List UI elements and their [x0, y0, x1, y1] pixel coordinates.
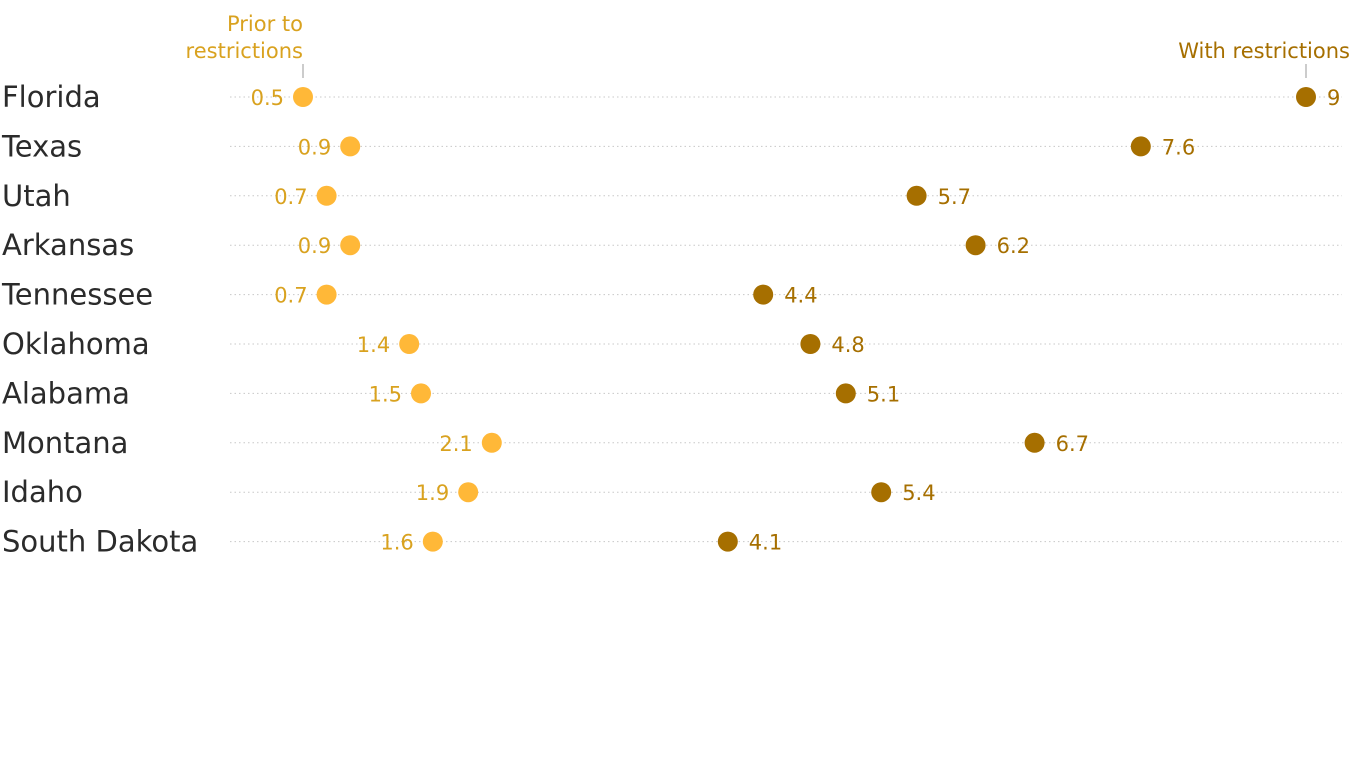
prior-value-label: 1.9	[416, 481, 449, 505]
prior-dot	[293, 87, 313, 107]
with-dot	[835, 383, 856, 404]
with-dot	[800, 334, 821, 354]
with-value-label: 5.1	[867, 382, 900, 406]
legend-prior-line1: Prior to	[227, 12, 303, 36]
with-dot	[717, 531, 738, 552]
state-label: Montana	[2, 426, 128, 460]
row-south-dakota: South Dakota 1.6 4.1	[2, 525, 782, 559]
with-value-label: 4.8	[831, 333, 864, 357]
prior-dot	[340, 136, 361, 157]
state-label: Florida	[2, 80, 101, 114]
with-value-label: 6.7	[1056, 432, 1089, 456]
row-texas: Texas 0.9 7.6	[1, 129, 1195, 163]
state-label: Tennessee	[1, 278, 153, 312]
prior-dot	[458, 482, 479, 503]
with-value-label: 9	[1327, 86, 1340, 110]
prior-dot	[481, 432, 502, 453]
state-label: Idaho	[2, 475, 83, 509]
prior-value-label: 0.9	[298, 135, 331, 159]
prior-value-label: 0.5	[251, 86, 284, 110]
row-tennessee: Tennessee 0.7 4.4	[1, 278, 818, 312]
prior-dot	[422, 531, 443, 552]
prior-value-label: 2.1	[439, 432, 472, 456]
state-label: Utah	[2, 179, 71, 213]
with-value-label: 6.2	[997, 234, 1030, 258]
state-label: Texas	[1, 129, 82, 163]
with-dot	[965, 235, 986, 256]
prior-value-label: 0.9	[298, 234, 331, 258]
prior-dot	[316, 185, 337, 206]
prior-dot	[399, 334, 420, 354]
prior-value-label: 1.4	[357, 333, 390, 357]
prior-value-label: 1.6	[380, 531, 413, 555]
data-rows: Florida 0.5 9 Texas 0.9 7.6 Utah 0.7 5.7 Arkansas…	[1, 80, 1340, 559]
row-montana: Montana 2.1 6.7	[2, 426, 1089, 460]
with-dot	[871, 482, 892, 503]
state-label: Oklahoma	[2, 327, 150, 361]
state-label: South Dakota	[2, 525, 198, 559]
gridlines	[230, 96, 1342, 543]
with-dot	[1130, 136, 1151, 157]
row-idaho: Idaho 1.9 5.4	[2, 475, 936, 509]
legend: Prior to restrictions With restrictions	[186, 12, 1350, 78]
prior-value-label: 0.7	[274, 185, 307, 209]
with-value-label: 7.6	[1162, 135, 1195, 159]
row-utah: Utah 0.7 5.7	[2, 179, 971, 213]
row-alabama: Alabama 1.5 5.1	[2, 376, 900, 410]
state-label: Arkansas	[2, 228, 134, 262]
legend-prior-line2: restrictions	[186, 39, 303, 63]
prior-value-label: 0.7	[274, 284, 307, 308]
legend-with-label: With restrictions	[1178, 39, 1350, 63]
prior-dot	[411, 383, 431, 404]
prior-dot	[316, 284, 337, 305]
state-label: Alabama	[2, 376, 130, 410]
row-florida: Florida 0.5 9	[2, 80, 1340, 114]
with-dot	[753, 284, 774, 305]
prior-value-label: 1.5	[369, 382, 402, 406]
with-value-label: 5.7	[938, 185, 971, 209]
with-dot	[1024, 432, 1045, 453]
with-value-label: 5.4	[902, 481, 935, 505]
with-dot	[906, 185, 927, 206]
row-oklahoma: Oklahoma 1.4 4.8	[2, 327, 865, 361]
with-dot	[1296, 87, 1316, 107]
row-arkansas: Arkansas 0.9 6.2	[2, 228, 1030, 262]
with-value-label: 4.4	[784, 284, 817, 308]
prior-dot	[340, 235, 361, 256]
with-value-label: 4.1	[749, 531, 782, 555]
